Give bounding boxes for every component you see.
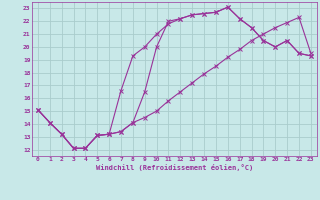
X-axis label: Windchill (Refroidissement éolien,°C): Windchill (Refroidissement éolien,°C) [96,164,253,171]
